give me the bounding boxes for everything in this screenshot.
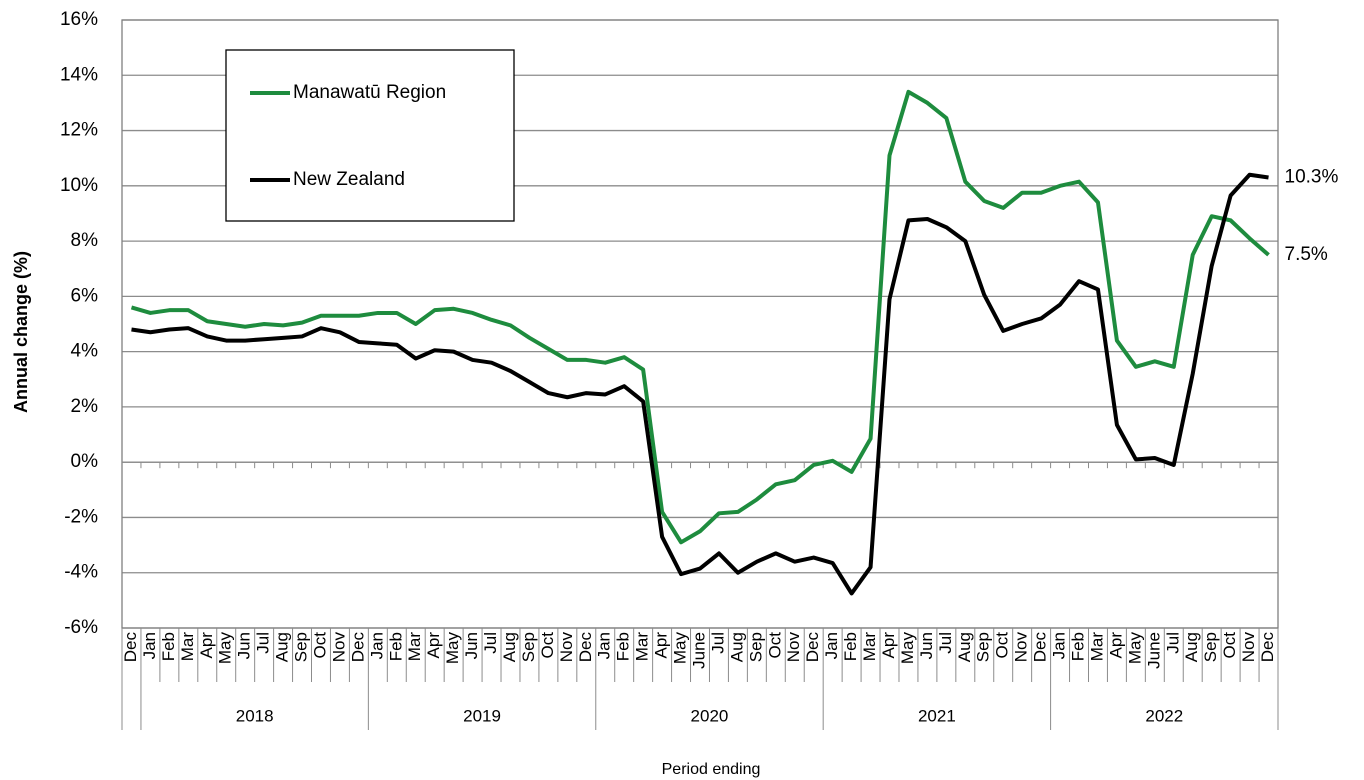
series-line xyxy=(131,172,1269,596)
x-tick-label: June xyxy=(1144,632,1163,669)
x-tick-label: Nov xyxy=(1239,632,1258,663)
y-tick-label: 12% xyxy=(60,120,98,141)
x-tick-label: Aug xyxy=(727,632,746,662)
y-tick-label: 6% xyxy=(71,285,99,306)
x-tick-label: Dec xyxy=(121,632,140,663)
x-tick-label: Dec xyxy=(1031,632,1050,663)
x-tick-label: Nov xyxy=(784,632,803,663)
x-tick-label: Sep xyxy=(292,632,311,662)
x-tick-label: Apr xyxy=(424,632,443,659)
x-tick-label: Aug xyxy=(1182,632,1201,662)
y-tick-label: 0% xyxy=(71,451,99,472)
data-label: 7.5% xyxy=(1285,244,1328,265)
y-axis-label: Annual change (%) xyxy=(11,251,31,413)
series-line xyxy=(130,89,1270,545)
y-tick-label: -4% xyxy=(64,562,98,583)
x-tick-label: Jun xyxy=(917,632,936,659)
x-tick-label: Sep xyxy=(974,632,993,662)
x-tick-label: Nov xyxy=(329,632,348,663)
x-tick-label: May xyxy=(671,632,690,665)
x-tick-label: Feb xyxy=(841,632,860,661)
y-tick-label: 4% xyxy=(71,341,99,362)
x-tick-label: Feb xyxy=(1069,632,1088,661)
x-tick-label: Feb xyxy=(614,632,633,661)
x-tick-label: Apr xyxy=(879,632,898,659)
x-tick-label: Aug xyxy=(273,632,292,662)
x-tick-label: Oct xyxy=(1220,632,1239,659)
x-tick-label: Jan xyxy=(822,632,841,659)
x-tick-label: June xyxy=(689,632,708,669)
x-tick-label: Apr xyxy=(197,632,216,659)
y-tick-label: -2% xyxy=(64,506,98,527)
x-tick-label: Mar xyxy=(633,632,652,662)
x-tick-label: Mar xyxy=(860,632,879,662)
x-axis-label: Period ending xyxy=(662,761,761,778)
x-tick-label: May xyxy=(216,632,235,665)
x-tick-label: Dec xyxy=(576,632,595,663)
data-label: 10.3% xyxy=(1285,167,1339,188)
plot-border xyxy=(121,19,1279,629)
year-label: 2021 xyxy=(918,706,956,725)
y-tick-label: 10% xyxy=(60,175,98,196)
x-tick-label: Oct xyxy=(993,632,1012,659)
x-tick-label: Sep xyxy=(1201,632,1220,662)
x-tick-label: Jan xyxy=(595,632,614,659)
year-label: 2018 xyxy=(236,706,274,725)
x-tick-label: Mar xyxy=(405,632,424,662)
x-tick-label: Jul xyxy=(1163,632,1182,654)
x-tick-label: Jun xyxy=(235,632,254,659)
x-tick-label: Nov xyxy=(557,632,576,663)
x-tick-label: Oct xyxy=(765,632,784,659)
x-tick-label: Dec xyxy=(348,632,367,663)
x-tick-label: Jun xyxy=(462,632,481,659)
legend-box xyxy=(225,49,515,222)
x-tick-label: Dec xyxy=(803,632,822,663)
x-tick-label: Nov xyxy=(1012,632,1031,663)
y-tick-label: 14% xyxy=(60,64,98,85)
x-tick-label: Jan xyxy=(367,632,386,659)
y-tick-label: -6% xyxy=(64,617,98,638)
y-tick-label: 2% xyxy=(71,396,99,417)
x-tick-label: Jul xyxy=(936,632,955,654)
legend-label: New Zealand xyxy=(293,169,405,190)
y-tick-label: 8% xyxy=(71,230,99,251)
x-tick-label: Aug xyxy=(500,632,519,662)
x-tick-label: Jul xyxy=(481,632,500,654)
year-label: 2022 xyxy=(1145,706,1183,725)
x-tick-label: Jan xyxy=(140,632,159,659)
x-tick-label: Sep xyxy=(519,632,538,662)
x-tick-label: May xyxy=(898,632,917,665)
x-tick-label: Feb xyxy=(159,632,178,661)
x-tick-label: Dec xyxy=(1258,632,1277,663)
year-label: 2020 xyxy=(691,706,729,725)
x-tick-label: Mar xyxy=(178,632,197,662)
x-tick-label: Jan xyxy=(1050,632,1069,659)
x-tick-label: Apr xyxy=(1106,632,1125,659)
x-tick-label: Jul xyxy=(254,632,273,654)
y-tick-label: 16% xyxy=(60,9,98,30)
x-tick-label: Oct xyxy=(538,632,557,659)
x-tick-label: Sep xyxy=(746,632,765,662)
x-tick-label: May xyxy=(443,632,462,665)
x-tick-label: May xyxy=(1125,632,1144,665)
legend-label: Manawatū Region xyxy=(293,82,446,103)
x-tick-label: Feb xyxy=(386,632,405,661)
year-label: 2019 xyxy=(463,706,501,725)
x-tick-label: Aug xyxy=(955,632,974,662)
x-tick-label: Apr xyxy=(652,632,671,659)
x-tick-label: Mar xyxy=(1087,632,1106,662)
x-tick-label: Jul xyxy=(708,632,727,654)
x-tick-label: Oct xyxy=(310,632,329,659)
